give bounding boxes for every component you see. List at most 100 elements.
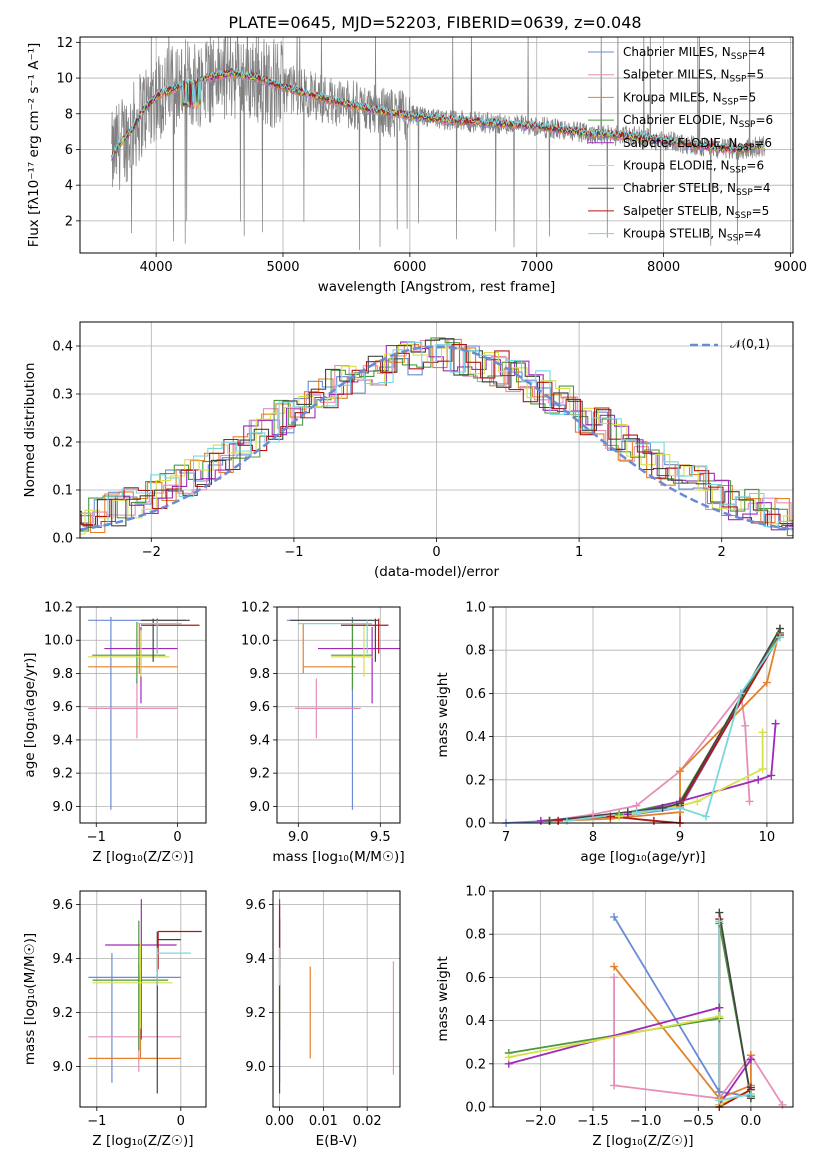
legend-label-6: Chabrier STELIB, NSSP=4 [623,181,771,198]
axes-frame [79,890,207,1108]
mass-weight-marker-8 [562,816,571,825]
model-spectrum-8 [111,67,765,158]
residual-hist-5 [80,344,793,535]
spectrum-legend: Chabrier MILES, NSSP=4 Salpeter MILES, NS… [588,45,773,244]
mass-weight-marker-1 [745,797,754,806]
y-tick-label: 0.3 [52,388,73,403]
y-tick-label: 0.0 [52,532,73,547]
y-tick-label: 9.2 [245,1006,266,1021]
mass-weight-marker-5 [715,1012,724,1021]
mass-weight-marker-8 [736,689,745,698]
y-tick-label: 10.0 [44,634,73,649]
x-axis-label: age [log₁₀(age/yr)] [580,849,705,865]
y-axis-label: mass weight [435,956,451,1041]
y-tick-label: 10.0 [241,634,270,649]
y-tick-label: 9.4 [245,952,266,967]
mass-weight-marker-6 [658,803,667,812]
mass-weight-marker-5 [758,765,767,773]
plot-area [80,337,793,537]
y-tick-label: 0.2 [465,773,486,788]
y-tick-label: 8 [65,107,73,122]
axes-frame [276,606,401,824]
grid [80,606,206,823]
y-tick-label: 9.4 [52,733,73,748]
mass-weight-marker-8 [775,633,784,642]
x-tick-label: 9.5 [370,830,391,845]
y-tick-label: 2 [65,214,73,229]
residual-hist-8 [80,341,793,528]
mass-weight-marker-1 [610,1081,619,1090]
y-tick-label: 0.1 [52,484,73,499]
x-axis-label: Z [log₁₀(Z/Z☉)] [92,1133,193,1149]
x-tick-label: 0.0 [741,1114,762,1129]
y-tick-label: 0.8 [465,928,486,943]
mass-weight-marker-8 [715,917,724,926]
panel-spectrum: 4000 5000 6000 7000 8000 9000 2 4 6 8 10 12 waveleng… [26,36,807,295]
x-tick-label: 0 [177,1114,185,1129]
y-axis-label: Flux [fλ10⁻¹⁷ erg cm⁻² s⁻¹ A⁻¹] [26,43,42,248]
y-tick-label: 0.4 [465,730,486,745]
x-axis-label: Z [log₁₀(Z/Z☉)] [592,1133,693,1149]
y-axis-label: Normed distribution [22,363,38,498]
x-axis-label: Z [log₁₀(Z/Z☉)] [92,849,193,865]
y-axis-label: mass [log₁₀(M/M☉)] [22,933,38,1065]
y-axis-label: age [log₁₀(age/yr)] [22,652,38,777]
mass-weight-marker-4 [767,771,776,780]
y-tick-label: 0.4 [52,340,73,355]
y-tick-label: 0.2 [52,436,73,451]
y-tick-label: 12 [56,36,73,51]
mass-weight-marker-8 [632,808,641,817]
normal-curve [80,345,793,531]
x-tick-label: 7000 [520,260,553,275]
grid [277,606,400,823]
mass-weight-series-2 [558,628,781,822]
legend-normal-label: 𝒩(0,1) [730,337,770,351]
mass-weight-marker-8 [702,812,711,821]
mass-weight-series-0 [613,916,752,1098]
mass-weight-marker-4 [771,719,780,728]
y-axis-label: mass weight [435,672,451,757]
mass-weight-marker-1 [741,721,750,730]
y-tick-label: 1.0 [465,601,486,616]
residual-hist-2 [80,338,793,534]
x-tick-label: 9000 [774,260,807,275]
x-tick-label: −1 [284,545,303,560]
y-tick-label: 9.8 [52,667,73,682]
y-tick-label: 9.2 [249,767,270,782]
axes-frame [79,321,794,539]
y-tick-label: 9.2 [52,1006,73,1021]
x-tick-label: 9.0 [288,830,309,845]
mass-weight-marker-1 [778,1100,787,1109]
y-tick-label: 10.2 [241,601,270,616]
y-tick-label: 9.4 [52,952,73,967]
y-tick-label: 9.6 [245,898,266,913]
figure-title: PLATE=0645, MJD=52203, FIBERID=0639, z=0… [228,13,641,32]
legend-label-8: Kroupa STELIB, NSSP=4 [623,227,761,244]
y-tick-label: 9.6 [52,898,73,913]
mass-weight-marker-4 [715,1003,724,1012]
panel-residuals: −2 −1 0 1 2 0.0 0.1 0.2 0.3 0.4 (data-model)/error… [22,321,794,580]
panel-massweight_vs_age: 7 8 9 10 0.0 0.2 0.4 0.6 0.8 1.0 age [log₁₀(age/yr… [435,601,794,865]
x-axis-label: mass [log₁₀(M/M☉)] [272,849,404,865]
residual-hist-4 [80,341,793,531]
y-tick-label: 6 [65,143,73,158]
y-tick-label: 9.0 [52,1060,73,1075]
mass-weight-marker-4 [754,775,763,784]
mass-weight-series-3 [508,923,752,1097]
y-tick-label: 10 [56,72,73,87]
plot-area [505,628,781,823]
mass-weight-marker-8 [675,803,684,812]
plot-area [278,899,395,1094]
x-tick-label: 0.01 [309,1114,338,1129]
y-tick-label: 0.8 [465,644,486,659]
y-tick-label: 0.4 [465,1014,486,1029]
panel-mass_vs_ebv: 0.00 0.01 0.02 9.0 9.2 9.4 9.6 E(B-V) [245,890,401,1149]
x-tick-label: 2 [718,545,726,560]
mass-weight-marker-2 [675,767,684,776]
mass-weight-series-1 [549,691,751,822]
mass-weight-series-8 [566,636,781,822]
x-tick-label: 6000 [393,260,426,275]
legend-label-3: Chabrier ELODIE, NSSP=6 [623,113,773,130]
y-tick-label: 4 [65,179,73,194]
plot-area [111,37,766,251]
